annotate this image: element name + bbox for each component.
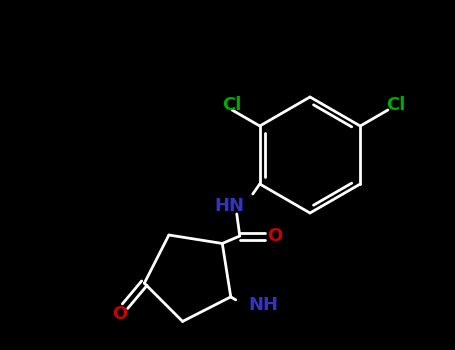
Text: O: O — [267, 227, 283, 245]
Text: Cl: Cl — [386, 96, 405, 114]
Text: Cl: Cl — [222, 96, 242, 114]
Text: HN: HN — [215, 197, 245, 215]
Text: O: O — [112, 305, 128, 323]
Text: NH: NH — [249, 296, 279, 314]
